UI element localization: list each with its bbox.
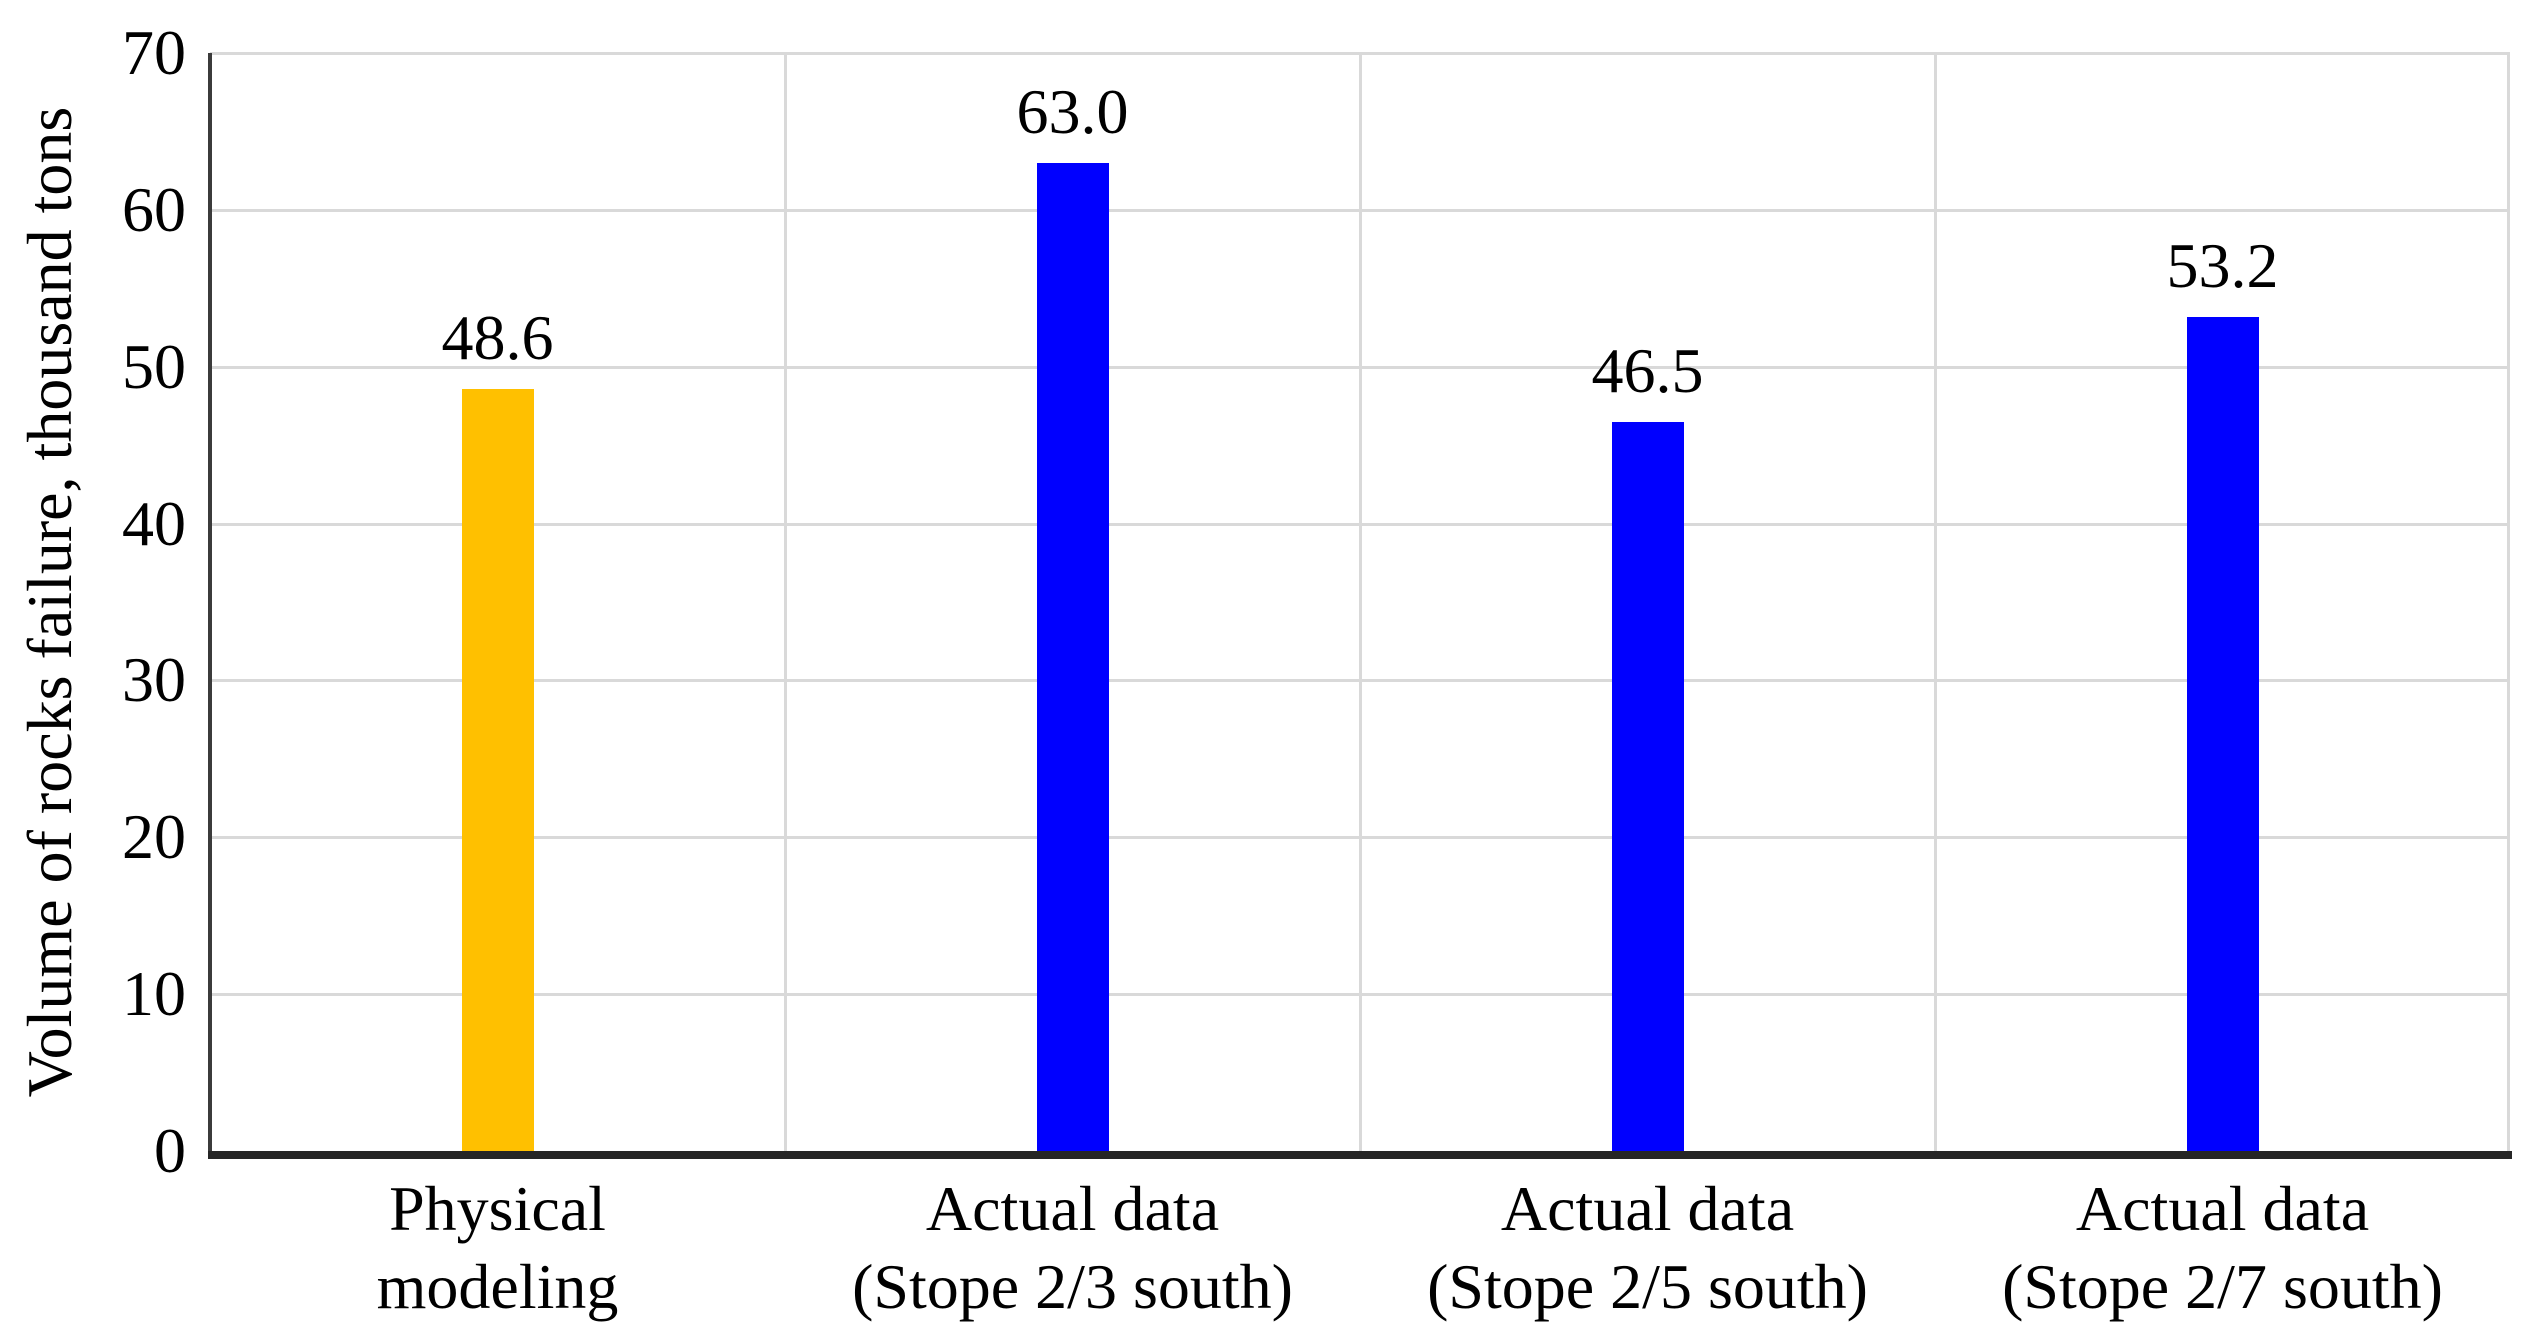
- category-label: Actual data (Stope 2/5 south): [1360, 1170, 1935, 1326]
- category-separator: [1358, 53, 1362, 1151]
- category-label-line: Actual data: [925, 1173, 1220, 1244]
- category-label-line: Physical: [389, 1173, 606, 1244]
- category-label-line: Actual data: [1500, 1173, 1795, 1244]
- y-tick-label: 0: [154, 1115, 186, 1186]
- category-label-line: (Stope 2/7 south): [2002, 1251, 2443, 1322]
- category-label: Physical modeling: [210, 1170, 785, 1326]
- y-tick-label: 40: [122, 487, 186, 559]
- y-tick-label: 60: [122, 173, 186, 245]
- y-tick-label: 10: [122, 958, 186, 1030]
- bar-value-label: 46.5: [1591, 334, 1704, 406]
- category-label-line: modeling: [376, 1251, 619, 1322]
- y-tick-label: 50: [122, 330, 186, 402]
- bar: [461, 388, 534, 1151]
- y-tick-label: 70: [122, 17, 186, 88]
- bar-value-label: 63.0: [1016, 75, 1129, 147]
- category-separator: [783, 53, 787, 1151]
- category-label-line: Actual data: [2075, 1173, 2370, 1244]
- category-label: Actual data (Stope 2/7 south): [1935, 1170, 2510, 1326]
- category-separator: [1933, 53, 1937, 1151]
- y-tick-label: 20: [122, 801, 186, 873]
- category-label-line: (Stope 2/3 south): [852, 1251, 1293, 1322]
- plot-area: 48.6 63.0 46.5 53.2: [208, 52, 2512, 1159]
- bar: [2186, 316, 2259, 1151]
- x-axis-line: [208, 1151, 2512, 1159]
- y-tick-label: 30: [122, 644, 186, 716]
- y-axis-title: Volume of rocks failure, thousand tons: [14, 106, 85, 1098]
- bar-value-label: 48.6: [441, 301, 554, 373]
- bar: [1611, 421, 1684, 1151]
- category-label-line: (Stope 2/5 south): [1427, 1251, 1868, 1322]
- bar-value-label: 53.2: [2166, 229, 2279, 301]
- category-label: Actual data (Stope 2/3 south): [785, 1170, 1360, 1326]
- bar: [1036, 162, 1109, 1151]
- y-axis-line: [208, 53, 212, 1155]
- category-separator: [2507, 53, 2510, 1151]
